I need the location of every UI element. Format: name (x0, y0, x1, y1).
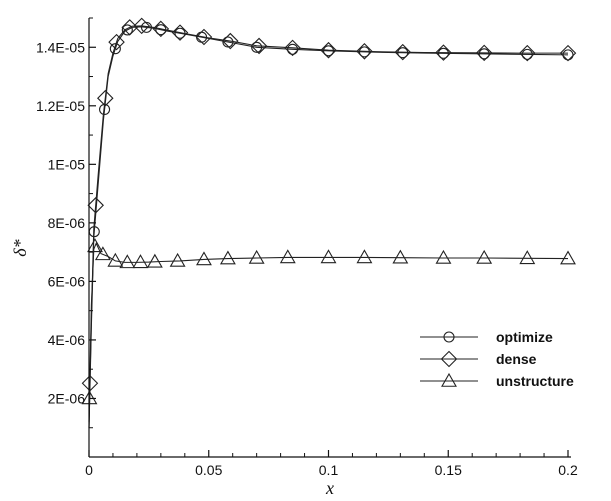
legend-label: optimize (496, 329, 553, 345)
data-point-unstructure (279, 249, 296, 264)
x-tick-label: 0.2 (558, 462, 578, 478)
legend-marker (443, 331, 455, 343)
legend-marker (441, 372, 457, 387)
data-point-dense (356, 43, 373, 60)
data-point-unstructure (146, 253, 163, 268)
series-unstructure (81, 238, 576, 422)
data-point-unstructure (119, 254, 136, 269)
data-point-unstructure (94, 246, 111, 261)
data-point-unstructure (169, 252, 186, 267)
data-point-optimize (251, 41, 263, 53)
series-layer (81, 17, 577, 428)
data-point-optimize (437, 47, 450, 59)
y-axis-title: δ* (10, 239, 30, 256)
y-tick-label: 1.4E-05 (36, 39, 85, 55)
series-line-unstructure (88, 241, 569, 422)
legend-label: unstructure (496, 373, 574, 389)
data-point-dense (320, 41, 337, 59)
x-tick-label: 0.05 (195, 462, 222, 478)
legend: optimize dense unstructure (420, 329, 574, 389)
legend-item-optimize: optimize (420, 329, 553, 345)
axes-layer (88, 18, 571, 458)
data-point-dense (108, 33, 125, 51)
data-point-dense (394, 43, 412, 61)
data-point-optimize (287, 43, 299, 55)
y-tick-label: 2E-06 (48, 390, 86, 406)
data-point-optimize (109, 43, 121, 55)
data-point-unstructure (476, 249, 493, 264)
series-line-optimize (88, 26, 569, 428)
legend-item-unstructure: unstructure (420, 372, 574, 389)
data-point-dense (559, 44, 577, 62)
data-point-dense (519, 44, 536, 62)
data-point-unstructure (248, 249, 265, 264)
data-point-dense (195, 28, 213, 46)
data-point-dense (250, 37, 268, 55)
data-point-unstructure (320, 249, 337, 264)
data-point-dense (152, 20, 170, 38)
data-point-dense (97, 89, 114, 107)
data-point-optimize (478, 48, 490, 60)
data-point-optimize (521, 48, 533, 60)
data-point-unstructure (519, 250, 536, 265)
legend-marker (440, 350, 458, 368)
data-point-unstructure (87, 238, 103, 253)
data-point-unstructure (107, 252, 124, 267)
legend-label: dense (496, 351, 537, 367)
y-tick-label: 4E-06 (48, 332, 86, 348)
y-tick-label: 1.2E-05 (36, 98, 85, 114)
data-point-unstructure (392, 249, 409, 264)
data-point-unstructure (219, 250, 236, 265)
x-tick-label: 0.1 (319, 462, 339, 478)
series-dense (81, 17, 577, 428)
data-point-dense (133, 17, 150, 35)
ticks-layer: 0 0.05 0.1 0.15 0.2 2E-06 4E-06 6E-06 8E-06 1E-05… (36, 17, 578, 478)
y-tick-label: 1E-05 (48, 156, 86, 172)
data-point-dense (475, 44, 493, 62)
data-point-unstructure (560, 250, 576, 265)
y-tick-label: 8E-06 (48, 215, 86, 231)
data-point-unstructure (435, 249, 452, 264)
data-point-unstructure (132, 254, 149, 269)
x-tick-label: 0 (85, 462, 93, 478)
y-tick-label: 6E-06 (48, 273, 86, 289)
legend-item-dense: dense (420, 350, 537, 368)
data-point-dense (171, 24, 189, 41)
data-point-optimize (121, 24, 133, 36)
data-point-dense (435, 44, 452, 61)
data-point-dense (87, 197, 104, 214)
series-line-dense (88, 25, 568, 428)
data-point-dense (222, 32, 239, 50)
data-point-unstructure (356, 249, 373, 264)
x-tick-label: 0.15 (435, 462, 462, 478)
x-axis-title: x (325, 478, 334, 498)
data-point-dense (284, 39, 301, 57)
data-point-unstructure (196, 251, 212, 266)
